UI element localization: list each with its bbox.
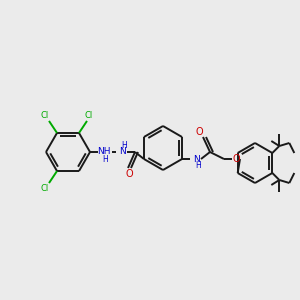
Text: H: H xyxy=(102,155,108,164)
Text: N: N xyxy=(193,154,200,164)
Text: NH: NH xyxy=(97,148,111,157)
Text: H: H xyxy=(121,140,127,149)
Text: Cl: Cl xyxy=(41,184,49,193)
Text: Cl: Cl xyxy=(85,111,93,120)
Text: N: N xyxy=(118,148,125,157)
Text: O: O xyxy=(195,127,203,137)
Text: O: O xyxy=(125,169,133,179)
Text: Cl: Cl xyxy=(41,111,49,120)
Text: H: H xyxy=(195,161,201,170)
Text: O: O xyxy=(232,154,240,164)
